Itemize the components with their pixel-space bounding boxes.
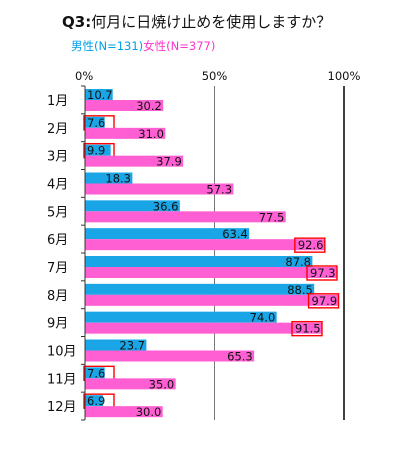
- data-label: 74.0: [250, 311, 276, 325]
- bar-female: [85, 267, 338, 278]
- bar-female: [85, 183, 234, 195]
- bar-male: [85, 339, 147, 351]
- category-label: 5月: [47, 205, 68, 220]
- chart-title: Q3:何月に日焼け止めを使用しますか？: [62, 11, 331, 32]
- data-label: 35.0: [149, 377, 175, 391]
- data-label: 7.6: [87, 116, 105, 130]
- bar-male: [85, 311, 277, 323]
- data-label: 92.6: [298, 238, 324, 252]
- bar-female: [85, 294, 339, 306]
- question-number: Q3:: [62, 13, 92, 31]
- data-label: 30.2: [136, 99, 162, 113]
- legend-female: 女性(N=377): [143, 39, 216, 53]
- data-label: 7.6: [87, 366, 105, 380]
- bar-male: [85, 395, 103, 407]
- data-label: 9.9: [87, 144, 105, 158]
- question-text: 何月に日焼け止めを使用しますか？: [91, 13, 332, 31]
- category-label: 10月: [47, 344, 77, 359]
- bar-male: [85, 256, 313, 267]
- bar-female: [85, 350, 255, 362]
- bar-female: [85, 100, 164, 111]
- data-label: 63.4: [222, 227, 248, 241]
- x-tick-label: 50%: [202, 69, 228, 83]
- bar-female: [85, 378, 176, 390]
- bar-male: [85, 200, 180, 212]
- category-label: 11月: [47, 372, 77, 387]
- legend: 男性(N=131)女性(N=377): [71, 38, 215, 54]
- highlight-box: [306, 265, 338, 281]
- category-label: 12月: [47, 400, 77, 415]
- data-label: 77.5: [259, 210, 285, 224]
- x-tick-label: 100%: [328, 69, 361, 83]
- legend-male: 男性(N=131): [71, 39, 144, 53]
- data-label: 97.3: [310, 266, 336, 280]
- highlight-box: [294, 237, 326, 253]
- bar-male: [85, 144, 111, 156]
- x-tick-label: 0%: [75, 69, 93, 83]
- data-label: 37.9: [156, 155, 182, 169]
- bar-male: [85, 283, 315, 295]
- data-label: 65.3: [227, 350, 253, 364]
- data-label: 97.9: [312, 294, 338, 308]
- bar-female: [85, 406, 163, 418]
- data-label: 36.6: [153, 199, 179, 213]
- highlight-box: [307, 293, 340, 309]
- data-label: 30.0: [136, 405, 162, 419]
- data-label: 57.3: [206, 183, 232, 197]
- bar-male: [85, 116, 105, 128]
- bar-female: [85, 211, 286, 223]
- data-label: 10.7: [87, 88, 113, 102]
- data-label: 87.8: [285, 255, 311, 269]
- data-label: 91.5: [295, 322, 321, 336]
- bar-female: [85, 127, 166, 139]
- bar-male: [85, 367, 105, 379]
- bar-female: [85, 155, 184, 167]
- data-label: 23.7: [119, 339, 145, 353]
- data-label: 31.0: [138, 127, 164, 141]
- data-label: 88.5: [287, 283, 313, 297]
- bar-male: [85, 228, 250, 240]
- bar-female: [85, 239, 325, 251]
- category-label: 4月: [47, 177, 68, 192]
- bar-male: [85, 89, 113, 100]
- category-label: 1月: [47, 94, 68, 109]
- category-label: 9月: [47, 317, 68, 332]
- category-label: 3月: [47, 150, 68, 165]
- highlight-box: [291, 320, 323, 337]
- category-label: 8月: [47, 289, 68, 304]
- category-label: 7月: [47, 261, 68, 276]
- category-label: 6月: [47, 233, 68, 248]
- bar-male: [85, 172, 133, 184]
- category-label: 2月: [47, 122, 68, 137]
- bar-female: [85, 322, 322, 334]
- data-label: 18.3: [105, 172, 131, 186]
- data-label: 6.9: [87, 394, 105, 408]
